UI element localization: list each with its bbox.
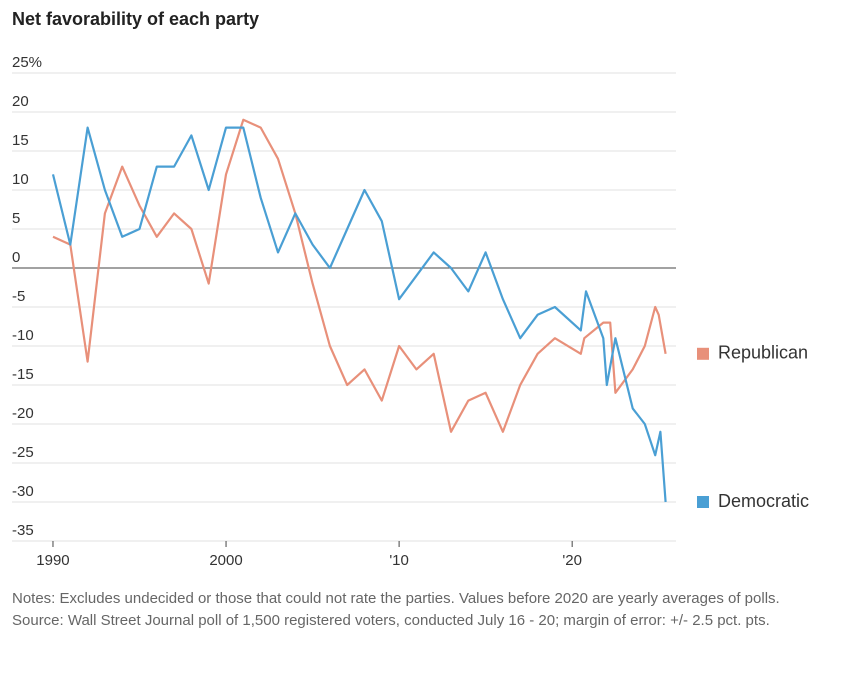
y-tick-label: 5 <box>12 210 20 227</box>
y-tick-label: 25% <box>12 54 42 71</box>
series-line <box>51 126 667 503</box>
x-tick-label: '10 <box>389 552 409 569</box>
y-tick-label: -5 <box>12 288 25 305</box>
legend-label: Democratic <box>718 491 809 511</box>
x-tick-label: 1990 <box>36 552 69 569</box>
y-tick-label: 10 <box>12 171 29 188</box>
chart: Net favorability of each party 25% 20 15 10… <box>12 9 809 569</box>
y-tick-label: -20 <box>12 405 34 422</box>
series-line <box>52 118 667 433</box>
source: Source: Wall Street Journal poll of 1,50… <box>12 612 770 629</box>
x-tick-label: 2000 <box>209 552 242 569</box>
notes: Notes: Excludes undecided or those that … <box>12 590 780 607</box>
notes-block: Notes: Excludes undecided or those that … <box>12 588 837 632</box>
y-tick-label: -35 <box>12 522 34 539</box>
legend-swatch <box>697 496 709 508</box>
legend-swatch <box>697 347 709 360</box>
y-tick-label: 0 <box>12 249 20 266</box>
y-tick-label: 20 <box>12 93 29 110</box>
y-tick-label: 15 <box>12 132 29 149</box>
legend-label: Republican <box>718 343 808 363</box>
y-tick-label: -15 <box>12 366 34 383</box>
y-tick-label: -25 <box>12 444 34 461</box>
x-tick-label: '20 <box>562 552 582 569</box>
y-tick-label: -30 <box>12 483 34 500</box>
chart-title: Net favorability of each party <box>12 9 259 29</box>
y-tick-label: -10 <box>12 327 34 344</box>
